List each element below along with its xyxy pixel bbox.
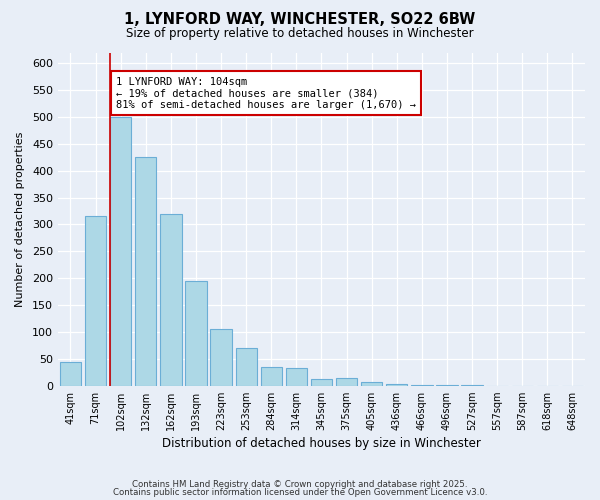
Bar (211, 330, 232, 386)
Text: 1, LYNFORD WAY, WINCHESTER, SO22 6BW: 1, LYNFORD WAY, WINCHESTER, SO22 6BW (124, 12, 476, 28)
Bar (436, 385, 458, 386)
Y-axis label: Number of detached properties: Number of detached properties (15, 132, 25, 307)
Bar (336, 378, 357, 386)
Bar (236, 348, 257, 386)
Bar (85, 216, 106, 386)
Bar (286, 368, 307, 386)
Text: Contains public sector information licensed under the Open Government Licence v3: Contains public sector information licen… (113, 488, 487, 497)
Bar (110, 117, 131, 386)
Bar (386, 384, 407, 386)
Bar (260, 367, 282, 386)
Bar (361, 382, 382, 386)
Text: Size of property relative to detached houses in Winchester: Size of property relative to detached ho… (126, 28, 474, 40)
Bar (461, 385, 483, 386)
Bar (60, 362, 81, 386)
Bar (160, 214, 182, 386)
Text: Contains HM Land Registry data © Crown copyright and database right 2025.: Contains HM Land Registry data © Crown c… (132, 480, 468, 489)
Bar (311, 378, 332, 386)
Bar (185, 281, 206, 386)
Bar (135, 158, 157, 386)
Text: 1 LYNFORD WAY: 104sqm
← 19% of detached houses are smaller (384)
81% of semi-det: 1 LYNFORD WAY: 104sqm ← 19% of detached … (116, 76, 416, 110)
Bar (411, 384, 433, 386)
X-axis label: Distribution of detached houses by size in Winchester: Distribution of detached houses by size … (162, 437, 481, 450)
